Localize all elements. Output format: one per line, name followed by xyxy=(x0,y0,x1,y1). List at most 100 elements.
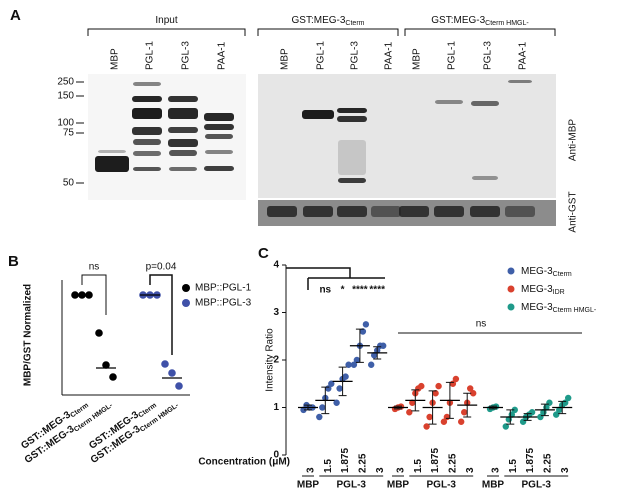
group-bracket xyxy=(87,28,246,36)
x-tick-label: 3 xyxy=(491,467,502,473)
data-point xyxy=(423,423,430,430)
blot-band xyxy=(337,108,367,113)
lane-label: PAA-1 xyxy=(518,41,529,70)
error-bar xyxy=(304,404,312,411)
annotation: ns xyxy=(319,285,331,296)
lane-label: PGL-3 xyxy=(483,41,494,70)
group-label: PGL-3 xyxy=(427,480,457,491)
data-point xyxy=(300,406,307,414)
group-bracket xyxy=(257,28,399,36)
legend-label: MEG-3Cterm HMGL- xyxy=(521,302,597,315)
legend-label: MEG-3IDR xyxy=(521,284,565,297)
annotation: * xyxy=(341,285,345,296)
gst-band xyxy=(371,206,401,217)
y-tick-label: 4 xyxy=(273,260,279,271)
annotation: ns xyxy=(89,262,100,273)
x-tick-label-sub: Cterm xyxy=(70,402,91,419)
legend-label-main: MEG-3 xyxy=(521,302,553,313)
data-point xyxy=(406,409,413,416)
data-point xyxy=(368,361,375,368)
lane-label: MBP xyxy=(110,48,121,70)
lane-label: MBP xyxy=(280,48,291,70)
blot-band xyxy=(132,127,162,135)
data-point xyxy=(345,361,352,368)
blot-band xyxy=(133,82,161,86)
legend-label: MEG-3Cterm xyxy=(521,266,572,279)
legend-label: MBP::PGL-3 xyxy=(195,298,252,309)
data-point xyxy=(528,409,536,416)
group-title-sub: Cterm HMGL- xyxy=(485,20,529,27)
x-tick-label: 2.25 xyxy=(543,453,554,473)
data-point xyxy=(175,382,183,390)
annotation: **** xyxy=(352,285,368,296)
blot-band xyxy=(169,167,197,171)
x-tick-label: 3 xyxy=(465,467,476,473)
group-title: GST:MEG-3Cterm xyxy=(292,15,365,28)
marker-label: 250 xyxy=(57,77,74,88)
data-point xyxy=(336,385,343,392)
data-point xyxy=(380,342,387,349)
data-point xyxy=(461,409,468,416)
error-bar xyxy=(506,409,515,425)
blot-band xyxy=(168,96,198,102)
blot-band xyxy=(204,166,234,171)
gst-band xyxy=(267,206,297,217)
blot-band xyxy=(204,124,234,130)
blot-band xyxy=(508,80,532,83)
legend-marker xyxy=(182,299,190,307)
error-bar xyxy=(463,392,472,418)
group-label: PGL-3 xyxy=(522,480,552,491)
data-point xyxy=(95,329,103,337)
blot-band xyxy=(98,150,126,153)
x-tick-label: 3 xyxy=(396,467,407,473)
blot-band xyxy=(302,110,334,119)
group-title-main: Input xyxy=(155,15,177,26)
legend-label-main: MEG-3 xyxy=(521,284,553,295)
blot-band xyxy=(338,178,366,183)
lane-label: PGL-1 xyxy=(145,41,156,70)
data-point xyxy=(546,399,553,406)
data-point xyxy=(102,361,110,369)
blot-band xyxy=(168,108,198,119)
data-point xyxy=(556,406,563,414)
blot-label: Anti-MBP xyxy=(568,119,579,162)
data-point xyxy=(452,375,460,383)
data-point xyxy=(458,418,465,425)
x-tick-label: 3 xyxy=(306,467,317,473)
blot-band xyxy=(472,176,498,180)
x-tick-label: 1.875 xyxy=(525,448,536,473)
blot-band xyxy=(133,151,161,156)
x-tick-label: 1.875 xyxy=(430,448,441,473)
legend-marker xyxy=(507,303,515,311)
error-bar xyxy=(411,389,420,412)
lane-label: PGL-3 xyxy=(181,41,192,70)
y-tick-label: 2 xyxy=(273,355,279,366)
legend-label-sub: IDR xyxy=(553,289,565,296)
x-tick-label: 1.875 xyxy=(340,448,351,473)
data-point xyxy=(328,380,335,387)
x-axis-label: Concentration (μM) xyxy=(198,457,290,468)
error-bar xyxy=(445,381,454,419)
lane-label: PAA-1 xyxy=(217,41,228,70)
blot-band xyxy=(338,140,366,175)
y-tick-label: 0 xyxy=(273,450,279,461)
group-label: PGL-3 xyxy=(337,480,367,491)
blot-band xyxy=(205,150,233,154)
data-point xyxy=(353,356,361,364)
annotation: **** xyxy=(369,285,385,296)
data-point xyxy=(432,390,439,397)
x-tick-label: 1.5 xyxy=(323,459,334,473)
x-tick-label: 3 xyxy=(560,467,571,473)
legend-marker xyxy=(507,285,515,293)
legend-label-sub: Cterm xyxy=(553,271,572,278)
y-axis-label: Intensity Ratio xyxy=(265,328,276,392)
data-point xyxy=(319,404,326,411)
blot-band xyxy=(168,139,198,147)
y-tick-label: 1 xyxy=(273,402,279,413)
data-point xyxy=(168,369,176,377)
blot-band xyxy=(132,96,162,102)
data-point xyxy=(440,418,448,425)
data-point xyxy=(350,361,358,368)
legend-marker xyxy=(507,267,515,275)
